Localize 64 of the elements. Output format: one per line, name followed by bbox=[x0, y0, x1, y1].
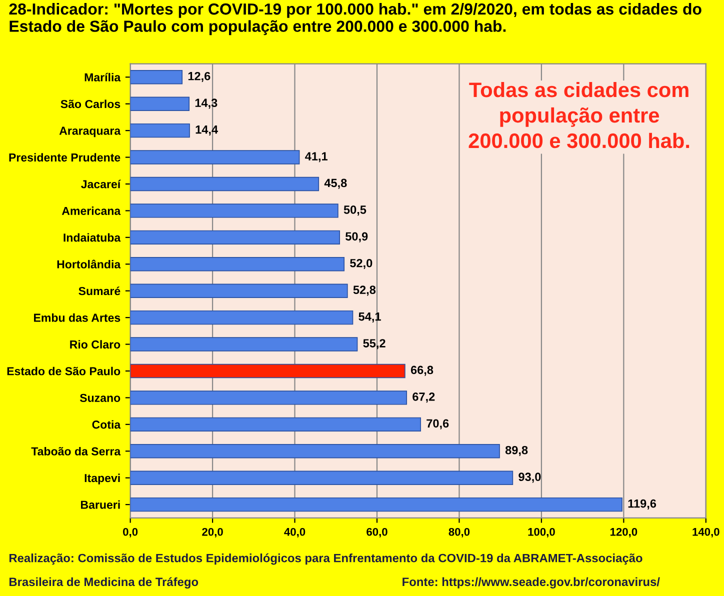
data-label: 41,1 bbox=[305, 152, 328, 162]
bar bbox=[130, 230, 340, 245]
y-tick-label: Estado de São Paulo bbox=[7, 366, 120, 376]
data-label: 14,4 bbox=[196, 125, 218, 136]
annotation: Todas as cidades com população entre 200.000 e 300.000 hab. bbox=[468, 82, 690, 148]
bar bbox=[130, 257, 345, 272]
x-tick-label: 40,0 bbox=[284, 528, 306, 538]
data-label: 50,5 bbox=[344, 206, 366, 216]
bar bbox=[130, 497, 622, 512]
y-tick-label: Suzano bbox=[80, 394, 120, 402]
x-tick-label: 20,0 bbox=[202, 528, 223, 538]
y-tick-label: Sumaré bbox=[78, 286, 120, 296]
bar bbox=[130, 390, 408, 405]
x-tick-label: 60,0 bbox=[366, 528, 388, 538]
bar bbox=[130, 470, 514, 485]
data-label: 12,6 bbox=[188, 72, 210, 82]
data-label: 70,6 bbox=[426, 419, 449, 430]
bar bbox=[130, 310, 354, 325]
y-tick-label: Itapevi bbox=[84, 474, 120, 484]
bar bbox=[130, 364, 406, 378]
y-tick-label: Embu das Artes bbox=[34, 313, 120, 322]
bar bbox=[130, 150, 300, 164]
y-tick-label: São Carlos bbox=[60, 100, 120, 108]
source-note: Fonte: https://www.seade.gov.br/coronavirus/ bbox=[402, 577, 660, 588]
y-tick-label: Araraquara bbox=[59, 126, 121, 138]
data-label: 52,8 bbox=[353, 286, 376, 296]
y-tick-label: Marília bbox=[84, 72, 121, 82]
y-tick-label: Americana bbox=[62, 206, 121, 215]
data-label: 89,8 bbox=[505, 446, 528, 456]
y-tick-label: Hortolândia bbox=[57, 260, 121, 268]
x-tick-label: 80,0 bbox=[448, 528, 470, 538]
y-tick-label: Cotia bbox=[92, 420, 121, 429]
bar bbox=[130, 204, 338, 218]
y-tick-label: Taboão da Serra bbox=[31, 446, 121, 456]
y-tick-label: Jacareí bbox=[81, 180, 121, 188]
bar bbox=[130, 96, 190, 111]
data-label: 52,0 bbox=[350, 258, 372, 270]
data-label: 14,3 bbox=[195, 98, 218, 109]
data-label: 55,2 bbox=[363, 339, 386, 350]
bar bbox=[130, 337, 358, 352]
bar bbox=[130, 417, 421, 432]
y-tick-label: Presidente Prudente bbox=[9, 153, 120, 162]
bar bbox=[130, 123, 190, 138]
x-tick-label: 140,0 bbox=[692, 528, 720, 538]
bar bbox=[130, 284, 348, 298]
chart-title: 28-Indicador: "Mortes por COVID-19 por 100.000 hab." em 2/9/2020, em todas as cidades do Estado de São Paulo com população entre 200.000 e 300.000 hab. bbox=[9, 2, 702, 36]
data-label: 45,8 bbox=[324, 178, 347, 189]
y-tick-label: Rio Claro bbox=[70, 340, 120, 349]
y-tick-label: Indaiatuba bbox=[64, 233, 121, 242]
bar bbox=[130, 444, 500, 458]
x-tick-label: 120,0 bbox=[610, 528, 638, 538]
data-label: 66,8 bbox=[410, 366, 434, 376]
x-tick-label: 100,0 bbox=[528, 528, 555, 538]
data-label: 119,6 bbox=[628, 499, 656, 510]
bar bbox=[130, 70, 183, 84]
x-tick-label: 0,0 bbox=[123, 528, 138, 538]
data-label: 67,2 bbox=[412, 392, 435, 403]
text: Brasileira de Medicina de Tráfego bbox=[9, 577, 198, 589]
bar bbox=[130, 176, 320, 192]
data-label: 50,9 bbox=[346, 232, 368, 242]
data-label: 54,1 bbox=[358, 312, 381, 322]
data-label: 93,0 bbox=[518, 472, 541, 483]
y-tick-label: Barueri bbox=[81, 500, 120, 509]
text: Realização: Comissão de Estudos Epidemiológicos para Enfrentamento da COVID-19 da ABRAMET-Associação bbox=[9, 553, 642, 565]
